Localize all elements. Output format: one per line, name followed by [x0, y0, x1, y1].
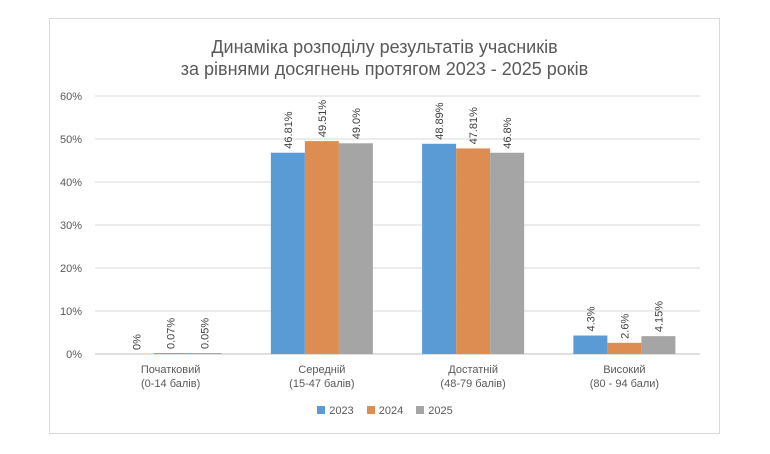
data-label: 48.89% — [434, 102, 446, 140]
y-tick-label: 10% — [60, 306, 82, 318]
category-label: Середній — [298, 364, 345, 376]
legend-swatch-2024 — [366, 406, 375, 415]
bar-2025 — [490, 152, 525, 354]
category-label: (80 - 94 бали) — [590, 378, 659, 390]
data-label: 49.0% — [351, 108, 363, 139]
bar-2023 — [573, 335, 608, 354]
legend-label-2024: 2024 — [378, 405, 404, 418]
bar-2023 — [422, 143, 457, 354]
legend-item-2023: 2023 — [317, 405, 354, 418]
bar-2025 — [338, 143, 373, 354]
data-label: 4.15% — [653, 301, 665, 332]
chart-title-line-1: Динаміка розподілу результатів учасників — [211, 37, 558, 57]
category-label: (0-14 балів) — [141, 378, 200, 390]
data-label: 49.51% — [317, 100, 329, 138]
legend-swatch-2023 — [317, 406, 326, 415]
category-label: Високий — [603, 364, 645, 376]
y-tick-label: 0% — [66, 349, 82, 361]
bar-2024 — [607, 342, 642, 354]
bar-2024 — [304, 141, 339, 354]
bar-2025 — [187, 353, 222, 354]
chart-title-line-2: за рівнями досягнень протягом 2023 - 202… — [180, 59, 589, 79]
chart-legend: 2023 2024 2025 — [0, 405, 770, 417]
bar-2023 — [270, 152, 305, 354]
data-label: 0% — [132, 334, 144, 350]
bar-2024 — [456, 148, 491, 354]
legend-item-2024: 2024 — [366, 405, 404, 418]
data-label: 0.07% — [166, 318, 178, 349]
bar-2024 — [153, 353, 188, 354]
y-tick-label: 20% — [60, 263, 82, 275]
y-tick-label: 30% — [60, 220, 82, 232]
legend-item-2025: 2025 — [416, 405, 453, 418]
category-label: (15-47 балів) — [289, 378, 354, 390]
category-label: Початковий — [141, 364, 201, 376]
data-label: 4.3% — [585, 306, 597, 331]
data-label: 2.6% — [619, 314, 631, 339]
category-label: Достатній — [448, 364, 498, 376]
legend-label-2023: 2023 — [329, 405, 354, 418]
legend-label-2025: 2025 — [428, 405, 453, 418]
y-tick-label: 50% — [60, 134, 82, 146]
data-label: 46.8% — [502, 117, 514, 148]
y-tick-label: 60% — [60, 91, 82, 103]
data-label: 47.81% — [468, 107, 480, 145]
chart-frame — [49, 18, 720, 434]
legend-swatch-2025 — [416, 406, 425, 415]
data-label: 46.81% — [283, 111, 295, 149]
bar-2025 — [641, 336, 676, 354]
category-label: (48-79 балів) — [440, 378, 505, 390]
y-tick-label: 40% — [60, 177, 82, 189]
data-label: 0.05% — [200, 318, 212, 349]
